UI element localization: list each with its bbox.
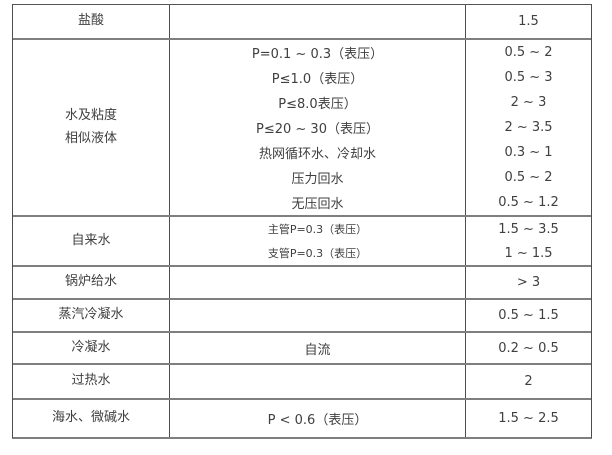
value-text: 2 ~ 3.5: [504, 120, 553, 135]
liquid-cell: 自来水: [13, 217, 170, 265]
liquid-cell: 盐酸: [13, 5, 170, 38]
table-row-hydrochloric-acid: 盐酸 1.5: [13, 5, 591, 40]
condition-text: 主管P=0.3（表压）: [267, 223, 368, 236]
liquid-cell: 冷凝水: [13, 333, 170, 363]
value-text: 1.5 ~ 2.5: [498, 411, 559, 426]
value-cell: > 3: [466, 267, 591, 298]
value-text: 1.5 ~ 3.5: [498, 221, 559, 237]
value-cell: 1.5 ~ 2.5: [466, 400, 591, 437]
condition-text: 压力回水: [291, 172, 344, 187]
condition-text: 自流: [304, 342, 331, 358]
table-row-water-like-liquids: 水及粘度 相似液体 P=0.1 ~ 0.3（表压） P≤1.0（表压） P≤8.…: [13, 40, 591, 217]
value-cell: 1.5 ~ 3.5 1 ~ 1.5: [466, 217, 591, 265]
value-cell: 0.5 ~ 1.5: [466, 300, 591, 331]
condition-text: [170, 300, 465, 331]
liquid-velocity-table: 盐酸 1.5 水及粘度 相似液体 P=0.1 ~ 0.3（表压） P≤1.0（表…: [12, 4, 592, 439]
table-row-condensate: 冷凝水 自流 0.2 ~ 0.5: [13, 333, 591, 365]
table-row-tap-water: 自来水 主管P=0.3（表压） 支管P=0.3（表压） 1.5 ~ 3.5 1 …: [13, 217, 591, 267]
condition-text: [170, 267, 465, 298]
condition-text: P < 0.6（表压）: [267, 413, 368, 428]
value-cell: 0.2 ~ 0.5: [466, 333, 591, 363]
value-cell: 0.5 ~ 2 0.5 ~ 3 2 ~ 3 2 ~ 3.5 0.3 ~ 1 0.…: [466, 40, 591, 215]
value-text: 0.5 ~ 2: [504, 170, 553, 185]
value-text: 2: [524, 374, 533, 389]
table-row-boiler-feedwater: 锅炉给水 > 3: [13, 267, 591, 300]
condition-text: P≤20 ~ 30（表压）: [256, 122, 379, 137]
condition-text: P≤8.0表压）: [278, 97, 357, 112]
value-text: 0.5 ~ 1.2: [498, 195, 559, 210]
condition-cell: P < 0.6（表压）: [170, 400, 466, 437]
value-text: 0.5 ~ 2: [504, 45, 553, 60]
liquid-cell: 锅炉给水: [13, 267, 170, 298]
value-text: 0.3 ~ 1: [504, 145, 553, 160]
condition-text: 支管P=0.3（表压）: [267, 247, 368, 260]
condition-text: P≤1.0（表压）: [271, 72, 364, 87]
condition-text: 无压回水: [291, 197, 344, 212]
condition-text: 热网循环水、冷却水: [258, 147, 376, 162]
value-text: 0.5 ~ 3: [504, 70, 553, 85]
liquid-cell: 蒸汽冷凝水: [13, 300, 170, 331]
liquid-cell: 海水、微碱水: [13, 400, 170, 437]
value-cell: 2: [466, 365, 591, 398]
condition-text: [170, 5, 465, 38]
condition-text: [170, 365, 465, 398]
condition-cell: [170, 365, 466, 398]
condition-cell: [170, 5, 466, 38]
value-text: 1.5: [518, 14, 539, 29]
value-text: > 3: [516, 275, 541, 290]
condition-cell: 自流: [170, 333, 466, 363]
value-text: 2 ~ 3: [510, 95, 547, 110]
table-row-seawater: 海水、微碱水 P < 0.6（表压） 1.5 ~ 2.5: [13, 400, 591, 437]
condition-cell: 主管P=0.3（表压） 支管P=0.3（表压）: [170, 217, 466, 265]
table-row-steam-condensate: 蒸汽冷凝水 0.5 ~ 1.5: [13, 300, 591, 333]
liquid-cell: 水及粘度 相似液体: [13, 40, 170, 215]
table-row-superheated-water: 过热水 2: [13, 365, 591, 400]
value-text: 0.2 ~ 0.5: [498, 340, 559, 356]
liquid-cell: 过热水: [13, 365, 170, 398]
condition-cell: [170, 300, 466, 331]
value-text: 0.5 ~ 1.5: [498, 308, 559, 323]
value-text: 1 ~ 1.5: [504, 245, 553, 261]
condition-text: P=0.1 ~ 0.3（表压）: [251, 47, 384, 62]
value-cell: 1.5: [466, 5, 591, 38]
condition-cell: [170, 267, 466, 298]
condition-cell: P=0.1 ~ 0.3（表压） P≤1.0（表压） P≤8.0表压） P≤20 …: [170, 40, 466, 215]
